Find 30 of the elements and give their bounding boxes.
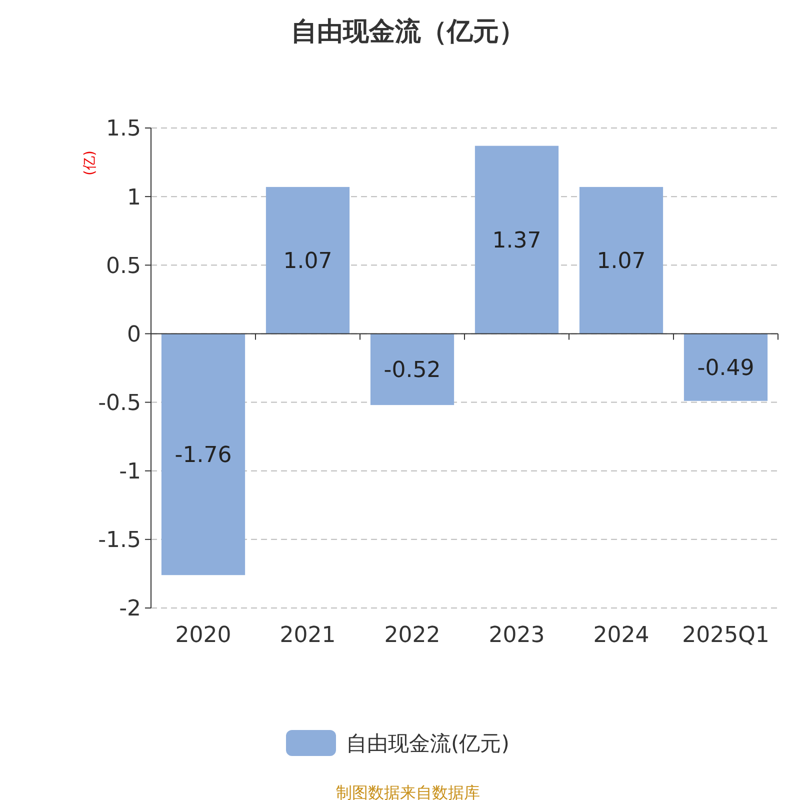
x-tick-label: 2020 [175,623,232,648]
y-tick-label: 1 [127,185,141,210]
legend-label: 自由现金流(亿元) [346,731,510,756]
x-tick-label: 2021 [280,623,336,648]
x-tick-label: 2025Q1 [682,623,770,648]
data-label: 1.37 [492,228,542,254]
x-tick-label: 2022 [384,623,440,648]
y-tick-label: -1.5 [98,528,141,554]
bar [161,334,246,576]
y-tick-label: -2 [119,596,141,622]
x-tick-label: 2023 [488,623,545,648]
bar [684,334,768,401]
data-label: -1.76 [174,443,232,468]
y-tick-label: -1 [119,460,141,485]
bar [474,146,559,334]
y-tick-label: 0.5 [106,254,141,279]
data-label: 1.07 [283,249,332,274]
y-tick-label: -0.5 [98,390,141,416]
bar [370,334,454,406]
text: 制图数据来自数据库 [336,783,480,800]
y-tick-label: 0 [127,322,141,348]
x-tick-label: 2024 [593,623,650,648]
bar [266,186,350,334]
chart-title: 自由现金流（亿元） [291,17,525,47]
data-label: -0.52 [384,358,441,384]
y-axis-title: (亿) [82,150,98,176]
bar [579,186,664,334]
data-label: 1.07 [596,249,646,274]
y-tick-label: 1.5 [106,116,141,142]
data-label: -0.49 [697,356,754,382]
